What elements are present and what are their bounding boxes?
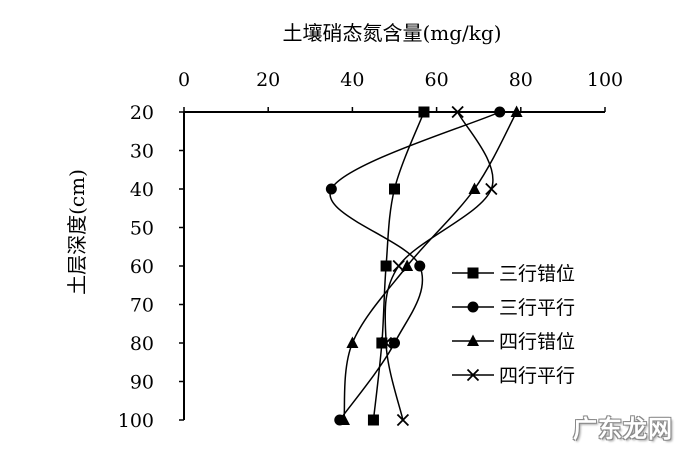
series-line-2 (329, 111, 501, 421)
y-tick-label: 80 (130, 333, 154, 355)
x-axis-title: 土壤硝态氮含量(mg/kg) (282, 21, 501, 45)
data-point-x (451, 105, 464, 119)
data-point-triangle (510, 105, 523, 117)
data-point-triangle (337, 413, 350, 425)
legend-label: 三行错位 (499, 263, 575, 285)
data-point-triangle (467, 334, 479, 346)
y-ticks: 20 30 40 50 60 70 80 90 100 (118, 102, 184, 432)
x-ticks: 0 20 40 60 80 100 (178, 69, 623, 112)
data-point-square (467, 267, 479, 279)
watermark-logo: 广东龙网 (573, 415, 673, 443)
data-point-triangle (468, 182, 481, 194)
data-point-square (367, 414, 379, 426)
y-tick-label: 60 (130, 256, 154, 278)
data-point-square (376, 337, 388, 349)
y-tick-label: 50 (130, 218, 154, 240)
x-tick-label: 80 (509, 69, 533, 91)
data-point-x (466, 368, 480, 382)
y-tick-label: 30 (130, 141, 154, 163)
data-point-triangle (346, 336, 359, 348)
data-point-square (418, 106, 430, 118)
legend-label: 四行平行 (499, 365, 575, 387)
x-tick-label: 20 (256, 69, 280, 91)
x-tick-label: 40 (340, 69, 364, 91)
legend-label: 三行平行 (499, 297, 575, 319)
data-point-triangle (401, 259, 414, 271)
x-tick-label: 0 (178, 69, 190, 91)
data-point-square (380, 260, 392, 272)
x-tick-label: 100 (587, 69, 623, 91)
data-point-square (389, 183, 400, 195)
series-line-4 (384, 111, 494, 421)
x-tick-label: 60 (425, 69, 449, 91)
series-line-3 (343, 111, 518, 421)
data-point-circle (494, 106, 506, 118)
data-point-x (485, 182, 498, 196)
y-axis-title: 土层深度(cm) (65, 169, 89, 295)
y-tick-label: 90 (130, 372, 154, 394)
y-tick-label: 100 (118, 410, 154, 432)
y-tick-label: 20 (130, 102, 154, 124)
y-tick-label: 40 (130, 179, 154, 201)
data-point-x (379, 336, 393, 350)
legend-label: 四行错位 (499, 331, 575, 353)
data-point-circle (325, 183, 337, 195)
y-tick-label: 70 (130, 295, 154, 317)
data-point-x (396, 413, 410, 427)
data-point-circle (467, 301, 479, 313)
data-point-circle (414, 260, 426, 272)
data-point-circle (389, 337, 400, 349)
data-point-x (392, 259, 405, 273)
series-group (325, 105, 523, 427)
